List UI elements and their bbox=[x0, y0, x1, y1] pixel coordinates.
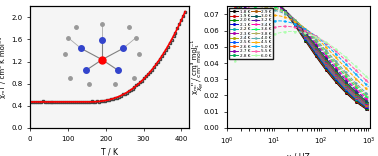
Legend: 1.8 K, 1.9 K, 2.0 K, 2.1 K, 2.2 K, 2.3 K, 2.4 K, 2.5 K, 2.6 K, 2.7 K, 2.8 K, 2.9: 1.8 K, 1.9 K, 2.0 K, 2.1 K, 2.2 K, 2.3 K… bbox=[229, 8, 273, 59]
X-axis label: T / K: T / K bbox=[101, 147, 118, 156]
Y-axis label: χₘ'' / cm³ mol⁻¹: χₘ'' / cm³ mol⁻¹ bbox=[191, 40, 198, 94]
Y-axis label: χₘT / cm³ K mol⁻¹: χₘT / cm³ K mol⁻¹ bbox=[0, 36, 6, 98]
X-axis label: ν / HZ: ν / HZ bbox=[287, 152, 310, 156]
Y-axis label: $\chi_M^{'''}$ / cm$^3$ mol$^{-1}$: $\chi_M^{'''}$ / cm$^3$ mol$^{-1}$ bbox=[195, 43, 206, 91]
